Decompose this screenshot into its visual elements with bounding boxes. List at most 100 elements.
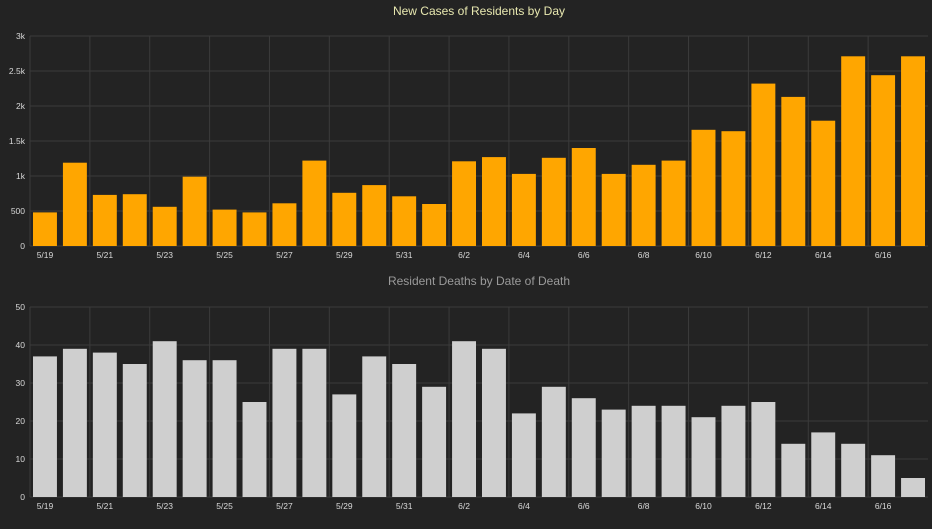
cases-bar xyxy=(272,203,297,246)
deaths-bar xyxy=(631,405,656,497)
cases-bar xyxy=(242,212,267,246)
deaths-bar xyxy=(541,386,566,497)
cases-ytick-label: 2k xyxy=(16,101,26,111)
deaths-xtick-label: 6/12 xyxy=(755,501,772,511)
cases-ytick-label: 0 xyxy=(20,241,25,251)
cases-bar xyxy=(152,206,177,246)
cases-xtick-label: 6/16 xyxy=(875,250,892,260)
deaths-xtick-label: 6/8 xyxy=(638,501,650,511)
cases-xtick-label: 6/8 xyxy=(638,250,650,260)
cases-bar xyxy=(302,160,327,246)
deaths-bar xyxy=(751,402,776,497)
cases-ytick-label: 1k xyxy=(16,171,26,181)
deaths-bar xyxy=(182,360,207,497)
cases-xtick-label: 5/31 xyxy=(396,250,413,260)
deaths-xtick-label: 5/29 xyxy=(336,501,353,511)
deaths-ytick-label: 50 xyxy=(16,302,26,312)
deaths-bar xyxy=(481,348,506,497)
deaths-chart-title: Resident Deaths by Date of Death xyxy=(388,274,570,288)
cases-ytick-label: 1.5k xyxy=(9,136,26,146)
cases-bar xyxy=(62,162,87,246)
deaths-xtick-label: 6/2 xyxy=(458,501,470,511)
cases-xtick-label: 5/29 xyxy=(336,250,353,260)
cases-bar xyxy=(332,192,357,246)
cases-bar xyxy=(481,157,506,246)
deaths-bar xyxy=(62,348,87,497)
cases-bar xyxy=(452,161,477,246)
cases-bar xyxy=(631,164,656,246)
cases-ytick-label: 3k xyxy=(16,31,26,41)
cases-bar xyxy=(601,173,626,246)
cases-bar xyxy=(901,56,926,246)
deaths-bar xyxy=(302,348,327,497)
deaths-bar xyxy=(242,402,267,497)
cases-bar xyxy=(122,194,147,246)
deaths-bar xyxy=(92,352,117,497)
cases-xtick-label: 6/2 xyxy=(458,250,470,260)
deaths-bar xyxy=(122,364,147,497)
cases-bar xyxy=(422,204,447,246)
cases-bar xyxy=(751,83,776,246)
cases-bar xyxy=(32,212,57,246)
cases-xtick-label: 5/27 xyxy=(276,250,293,260)
cases-bar xyxy=(811,120,836,246)
deaths-ytick-label: 0 xyxy=(20,492,25,502)
cases-chart-title: New Cases of Residents by Day xyxy=(393,4,565,18)
cases-xtick-label: 6/10 xyxy=(695,250,712,260)
deaths-xtick-label: 6/10 xyxy=(695,501,712,511)
deaths-bar xyxy=(422,386,447,497)
deaths-xtick-label: 6/4 xyxy=(518,501,530,511)
deaths-ytick-label: 30 xyxy=(16,378,26,388)
cases-xtick-label: 5/19 xyxy=(37,250,54,260)
deaths-bar xyxy=(511,413,536,497)
deaths-bar xyxy=(212,360,237,497)
deaths-xtick-label: 6/14 xyxy=(815,501,832,511)
cases-xtick-label: 5/21 xyxy=(97,250,114,260)
cases-xtick-label: 5/23 xyxy=(156,250,173,260)
deaths-bar xyxy=(841,443,866,497)
deaths-xtick-label: 5/31 xyxy=(396,501,413,511)
cases-bar xyxy=(841,56,866,246)
cases-bar xyxy=(212,209,237,246)
deaths-ytick-label: 40 xyxy=(16,340,26,350)
deaths-bar xyxy=(661,405,686,497)
cases-bar xyxy=(362,185,387,246)
cases-bar xyxy=(541,157,566,246)
cases-bar xyxy=(691,129,716,246)
cases-bar xyxy=(182,176,207,246)
deaths-xtick-label: 5/23 xyxy=(156,501,173,511)
deaths-bar xyxy=(272,348,297,497)
deaths-bar xyxy=(362,356,387,497)
deaths-ytick-label: 10 xyxy=(16,454,26,464)
deaths-bar xyxy=(781,443,806,497)
deaths-xtick-label: 6/6 xyxy=(578,501,590,511)
deaths-xtick-label: 6/16 xyxy=(875,501,892,511)
cases-bar xyxy=(392,196,417,246)
cases-ytick-label: 2.5k xyxy=(9,66,26,76)
deaths-bar xyxy=(571,398,596,497)
deaths-xtick-label: 5/27 xyxy=(276,501,293,511)
cases-xtick-label: 6/14 xyxy=(815,250,832,260)
cases-xtick-label: 5/25 xyxy=(216,250,233,260)
deaths-bar xyxy=(601,409,626,497)
deaths-bar xyxy=(392,364,417,497)
cases-bar xyxy=(721,131,746,246)
deaths-xtick-label: 5/21 xyxy=(97,501,114,511)
deaths-bar xyxy=(871,455,896,497)
deaths-bar xyxy=(32,356,57,497)
cases-bar xyxy=(511,173,536,246)
deaths-bar xyxy=(452,341,477,497)
deaths-bar xyxy=(691,417,716,497)
cases-xtick-label: 6/4 xyxy=(518,250,530,260)
cases-xtick-label: 6/12 xyxy=(755,250,772,260)
cases-bar xyxy=(781,96,806,247)
cases-bar xyxy=(92,194,117,246)
deaths-bar xyxy=(721,405,746,497)
cases-ytick-label: 500 xyxy=(11,206,25,216)
cases-xtick-label: 6/6 xyxy=(578,250,590,260)
deaths-xtick-label: 5/25 xyxy=(216,501,233,511)
deaths-bar xyxy=(152,341,177,497)
deaths-bar xyxy=(901,478,926,497)
